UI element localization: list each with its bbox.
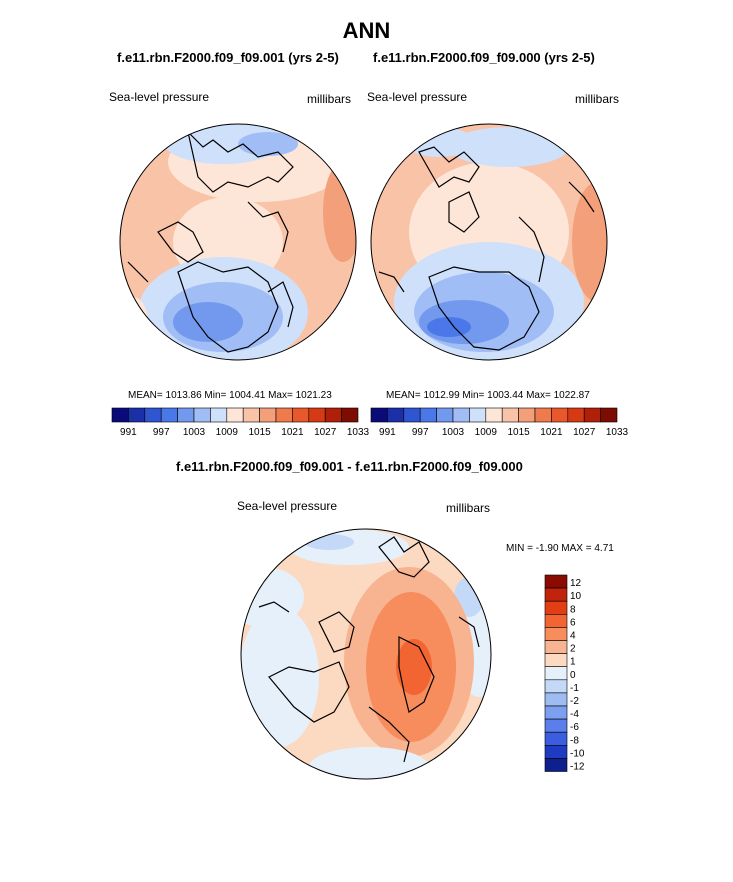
diff-title: f.e11.rbn.F2000.f09_f09.001 - f.e11.rbn.… [176, 459, 523, 474]
colorbar-box [544, 574, 568, 589]
right-variable-label: Sea-level pressure [367, 90, 468, 104]
colorbar-box [308, 407, 326, 423]
right-stats: MEAN= 1012.99 Min= 1003.44 Max= 1022.87 [386, 390, 590, 401]
colorbar-label: 1015 [507, 427, 530, 438]
colorbar-box [111, 407, 129, 423]
colorbar-box [583, 407, 601, 423]
colorbar-label: 12 [570, 578, 582, 589]
colorbar-label: -2 [570, 696, 579, 707]
colorbar-box [436, 407, 454, 423]
colorbar-label: -12 [570, 762, 585, 773]
colorbar-box [275, 407, 293, 423]
colorbar-box [193, 407, 211, 423]
colorbar-box [387, 407, 405, 423]
colorbar-label: -6 [570, 722, 579, 733]
colorbar-label: 6 [570, 617, 576, 628]
colorbar-label: 1009 [216, 427, 239, 438]
colorbar-label: 1027 [314, 427, 337, 438]
colorbar-box [600, 407, 618, 423]
colorbar-label: 1021 [281, 427, 304, 438]
colorbar-label: 997 [412, 427, 429, 438]
colorbar-box [403, 407, 421, 423]
colorbar-label: 8 [570, 604, 576, 615]
right-polar-map [370, 123, 608, 361]
right-case-title: f.e11.rbn.F2000.f09_f09.000 (yrs 2-5) [373, 50, 595, 65]
colorbar-label: 10 [570, 591, 582, 602]
colorbar-box [128, 407, 146, 423]
colorbar-box [544, 758, 568, 772]
colorbar-box [544, 731, 568, 746]
colorbar-box [259, 407, 277, 423]
figure-title: ANN [342, 18, 391, 43]
diff-units-label: millibars [446, 501, 491, 515]
right-units-label: millibars [575, 92, 620, 106]
colorbar-box [518, 407, 536, 423]
colorbar-box [324, 407, 342, 423]
left-polar-map [119, 123, 357, 361]
colorbar-label: 1009 [475, 427, 498, 438]
colorbar-box [544, 653, 568, 667]
colorbar-box [534, 407, 552, 423]
colorbar-box [160, 407, 178, 423]
colorbar-box [485, 407, 503, 423]
left-colorbar: 991 997 1003 1009 1015 1021 1027 1033 [111, 407, 370, 438]
left-variable-label: Sea-level pressure [109, 90, 210, 104]
colorbar-label: -1 [570, 683, 579, 694]
colorbar-label: -4 [570, 709, 579, 720]
colorbar-box [544, 640, 568, 654]
colorbar-label: 1003 [183, 427, 206, 438]
colorbar-box [544, 679, 568, 694]
right-colorbar: 991 997 1003 1009 1015 1021 1027 1033 [370, 407, 629, 438]
colorbar-box [544, 745, 568, 759]
colorbar-label: 1027 [573, 427, 596, 438]
colorbar-box [469, 407, 487, 423]
colorbar-label: 1 [570, 657, 576, 668]
diff-stats: MIN = -1.90 MAX = 4.71 [506, 543, 614, 554]
colorbar-label: 1033 [606, 427, 629, 438]
colorbar-box [292, 407, 310, 423]
colorbar-label: 1033 [347, 427, 370, 438]
colorbar-box [242, 407, 260, 423]
colorbar-label: -8 [570, 735, 579, 746]
colorbar-box [144, 407, 162, 423]
colorbar-box [551, 407, 569, 423]
colorbar-box [544, 613, 568, 628]
colorbar-box [544, 692, 568, 707]
colorbar-box [501, 407, 519, 423]
colorbar-box [177, 407, 195, 423]
colorbar-label: 1003 [442, 427, 465, 438]
colorbar-box [544, 627, 568, 641]
colorbar-box [210, 407, 228, 423]
left-units-label: millibars [307, 92, 352, 106]
left-stats: MEAN= 1013.86 Min= 1004.41 Max= 1021.23 [128, 390, 332, 401]
colorbar-box [544, 600, 568, 615]
diff-variable-label: Sea-level pressure [237, 499, 338, 513]
colorbar-label: 4 [570, 631, 576, 642]
colorbar-label: 997 [153, 427, 170, 438]
colorbar-label: 0 [570, 670, 576, 681]
colorbar-label: 2 [570, 644, 576, 655]
left-case-title: f.e11.rbn.F2000.f09_f09.001 (yrs 2-5) [117, 50, 339, 65]
colorbar-box [226, 407, 244, 423]
colorbar-box [544, 666, 568, 681]
colorbar-label: 991 [120, 427, 137, 438]
colorbar-box [544, 587, 568, 602]
colorbar-box [544, 718, 568, 733]
colorbar-label: -10 [570, 748, 585, 759]
colorbar-label: 1015 [248, 427, 271, 438]
colorbar-box [370, 407, 388, 423]
colorbar-box [544, 705, 568, 720]
colorbar-box [567, 407, 585, 423]
diff-polar-map [240, 528, 492, 780]
colorbar-label: 1021 [540, 427, 563, 438]
colorbar-label: 991 [379, 427, 396, 438]
colorbar-box [419, 407, 437, 423]
colorbar-box [341, 407, 359, 423]
colorbar-box [452, 407, 470, 423]
